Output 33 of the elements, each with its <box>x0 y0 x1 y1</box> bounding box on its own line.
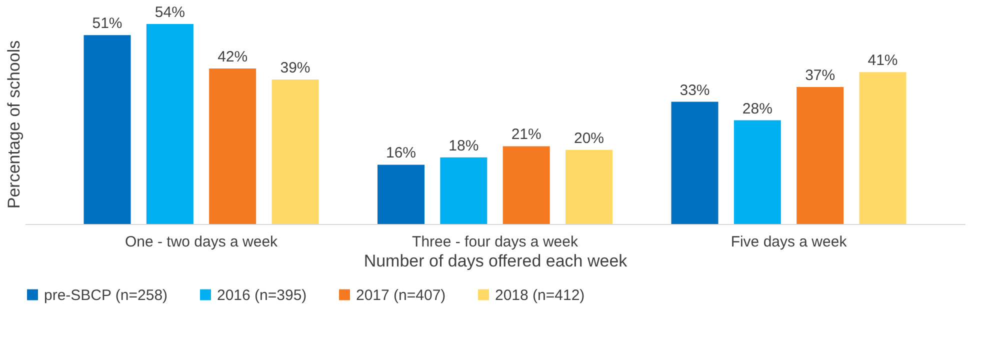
bar <box>440 157 488 224</box>
data-label: 41% <box>868 52 898 70</box>
legend-label: 2016 (n=395) <box>217 286 307 304</box>
bar <box>734 120 781 224</box>
legend-label: 2018 (n=412) <box>495 286 585 304</box>
bar <box>146 24 194 224</box>
x-axis-title: Number of days offered each week <box>364 252 628 270</box>
bar <box>671 102 718 224</box>
y-axis-title: Percentage of schools <box>4 40 24 209</box>
data-label: 33% <box>680 82 710 99</box>
data-label: 28% <box>742 100 772 118</box>
data-label: 37% <box>805 66 836 84</box>
data-label: 51% <box>92 15 122 32</box>
bar <box>84 35 131 224</box>
bar <box>378 164 424 224</box>
data-label: 16% <box>386 144 416 162</box>
bar <box>566 150 612 224</box>
data-label: 21% <box>511 126 542 144</box>
x-tick-label: One - two days a week <box>124 234 278 250</box>
x-tick-label: Five days a week <box>730 234 848 250</box>
data-label: 18% <box>448 137 479 154</box>
bar <box>209 68 256 224</box>
x-tick-label: Three - four days a week <box>412 234 578 250</box>
data-label: 20% <box>574 130 604 147</box>
legend-label: 2017 (n=407) <box>356 286 446 304</box>
bar <box>502 146 550 224</box>
data-label: 39% <box>280 60 310 77</box>
data-label: 42% <box>218 48 248 66</box>
legend-label: pre-SBCP (n=258) <box>44 286 168 304</box>
bar <box>859 72 906 224</box>
data-label: 54% <box>154 4 185 21</box>
bar <box>796 86 844 224</box>
bar <box>272 80 319 224</box>
